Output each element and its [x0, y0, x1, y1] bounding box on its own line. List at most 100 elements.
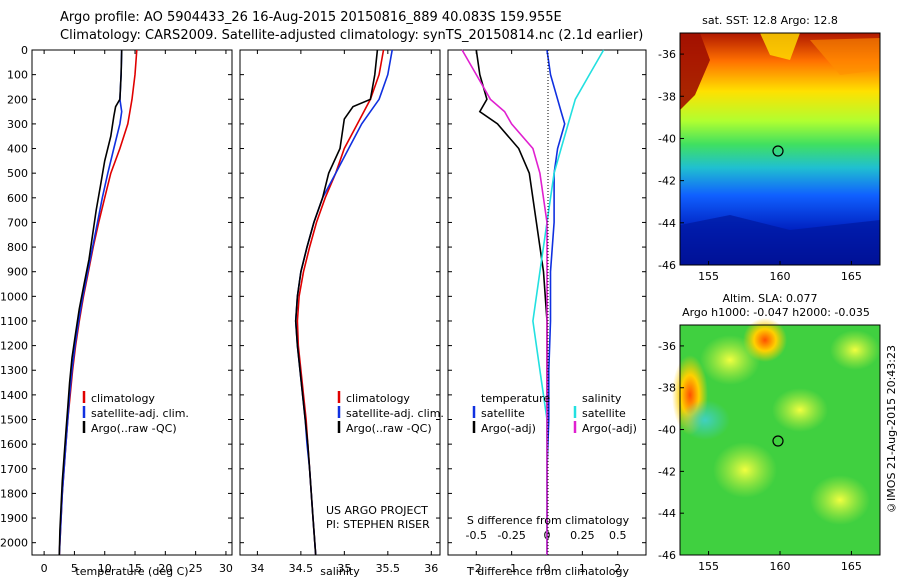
sla-yellow-patch-4 [810, 475, 870, 525]
difference-xlabel: T difference from climatology [466, 565, 629, 578]
depth-tick-label: 800 [7, 241, 28, 254]
salinity-panel-frame [239, 49, 441, 556]
sla-map [672, 318, 881, 556]
depth-tick-label: 600 [7, 192, 28, 205]
depth-tick-label: 900 [7, 266, 28, 279]
pi-annotation: PI: STEPHEN RISER [326, 518, 430, 531]
map-y-tick-label: -46 [658, 549, 676, 562]
sla-yellow-patch-2 [772, 388, 828, 432]
map-y-tick-label: -36 [658, 48, 676, 61]
legend-salinity-header: salinity [582, 392, 622, 405]
x-tick-label: -2 [471, 562, 482, 575]
map-x-tick-label: 165 [841, 560, 862, 573]
map-y-tick-label: -42 [658, 465, 676, 478]
series-line-salinity-sat_diff [532, 49, 605, 555]
x-tick-label: 10 [98, 562, 112, 575]
map-x-tick-label: 165 [841, 270, 862, 283]
sst-map-ticks: 155 160 165 -36 -38 -40 -42 -44 -46 [658, 48, 862, 283]
x-tick-label: 36 [424, 562, 438, 575]
project-annotation: US ARGO PROJECT [326, 504, 428, 517]
depth-tick-label: 400 [7, 143, 28, 156]
depth-tick-label: 100 [7, 69, 28, 82]
depth-tick-label: 2000 [0, 537, 28, 550]
sst-cold-patch [680, 215, 880, 265]
x-tick-label: 20 [158, 562, 172, 575]
s-difference-label: S difference from climatology [467, 514, 630, 527]
legend-satellite: satellite-adj. clim. [91, 407, 189, 420]
legend-satellite: satellite-adj. clim. [346, 407, 444, 420]
s-diff-tick-label: -0.25 [497, 529, 525, 542]
map-y-tick-label: -38 [658, 90, 676, 103]
series-line-argo [58, 49, 123, 556]
legend-climatology: climatology [346, 392, 410, 405]
depth-tick-label: 1400 [0, 389, 28, 402]
sst-map [679, 32, 881, 266]
sla-argo-marker [772, 435, 784, 447]
sla-yellow-patch-3 [713, 442, 777, 498]
x-tick-label: -1 [506, 562, 517, 575]
difference-legend: temperature satellite Argo(-adj) salinit… [472, 392, 637, 435]
x-tick-label: 0 [544, 562, 551, 575]
legend-t-argo: Argo(-adj) [481, 422, 536, 435]
x-tick-label: 25 [189, 562, 203, 575]
temperature-series [58, 49, 138, 556]
climatology-title: Climatology: CARS2009. Satellite-adjuste… [60, 28, 644, 43]
sst-yellow-patch [760, 33, 800, 60]
salinity-xlabel: salinity [320, 565, 360, 578]
salinity-series [294, 49, 393, 556]
series-line-climatology [58, 49, 138, 556]
depth-tick-label: 1200 [0, 340, 28, 353]
series-line-satellite [58, 49, 123, 556]
profile-title: Argo profile: AO 5904433_26 16-Aug-2015 … [60, 10, 562, 25]
s-diff-tick-label: 0.5 [609, 529, 627, 542]
salinity-legend: climatology satellite-adj. clim. Argo(..… [326, 391, 444, 531]
x-tick-label: 30 [219, 562, 233, 575]
depth-tick-label: 1600 [0, 438, 28, 451]
series-line-temperature-argo [475, 49, 548, 555]
x-tick-label: 15 [128, 562, 142, 575]
depth-tick-label: 1300 [0, 364, 28, 377]
x-tick-label: 2 [614, 562, 621, 575]
sst-orange-patch [810, 38, 880, 75]
map-y-tick-label: -40 [658, 424, 676, 437]
sla-yellow-patch-1 [700, 335, 760, 385]
sla-map-ticks: 155 160 165 -36 -38 -40 -42 -44 -46 [658, 340, 862, 573]
map-y-tick-label: -38 [658, 382, 676, 395]
map-y-tick-label: -44 [658, 217, 676, 230]
legend-climatology: climatology [91, 392, 155, 405]
difference-series [461, 49, 605, 555]
map-y-tick-label: -36 [658, 340, 676, 353]
x-tick-label: 35 [337, 562, 351, 575]
x-tick-label: 34 [250, 562, 264, 575]
x-tick-label: 34.5 [289, 562, 314, 575]
depth-tick-label: 500 [7, 167, 28, 180]
x-tick-label: 5 [71, 562, 78, 575]
depth-tick-label: 200 [7, 93, 28, 106]
legend-t-satellite: satellite [481, 407, 525, 420]
depth-axis-ticks: 0100200300400500600700800900100011001200… [0, 44, 646, 575]
s-diff-tick-label: -0.5 [466, 529, 487, 542]
legend-argo: Argo(..raw -QC) [91, 422, 177, 435]
legend-s-argo: Argo(-adj) [582, 422, 637, 435]
map-x-tick-label: 160 [770, 560, 791, 573]
map-y-tick-label: -44 [658, 507, 676, 520]
sst-argo-marker [772, 145, 784, 157]
depth-tick-label: 1800 [0, 487, 28, 500]
series-line-temperature-satellite [546, 49, 566, 555]
series-line-salinity-argo_diff [461, 49, 548, 555]
depth-tick-label: 1900 [0, 512, 28, 525]
legend-argo: Argo(..raw -QC) [346, 422, 432, 435]
temperature-xlabel: temperature (deg C) [75, 565, 188, 578]
sla-yellow-patch-5 [830, 330, 880, 370]
map-y-tick-label: -46 [658, 259, 676, 272]
map-y-tick-label: -42 [658, 175, 676, 188]
depth-tick-label: 1000 [0, 290, 28, 303]
map-x-tick-label: 155 [698, 560, 719, 573]
map-x-tick-label: 155 [698, 270, 719, 283]
legend-s-satellite: satellite [582, 407, 626, 420]
map-x-tick-label: 160 [770, 270, 791, 283]
sst-warm-patch [680, 33, 710, 110]
depth-tick-label: 1100 [0, 315, 28, 328]
sla-map-subtitle: Argo h1000: -0.047 h2000: -0.035 [682, 306, 870, 319]
